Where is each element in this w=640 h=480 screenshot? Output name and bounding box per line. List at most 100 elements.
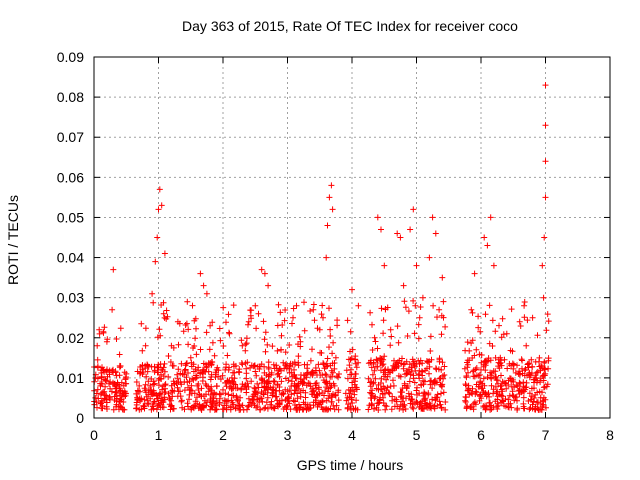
data-point (513, 382, 520, 389)
data-point (365, 375, 372, 382)
data-point (181, 387, 188, 394)
data-point (113, 336, 120, 342)
data-point (100, 388, 107, 395)
data-point (532, 391, 539, 398)
data-point (405, 390, 412, 397)
data-point (478, 395, 485, 402)
data-point (231, 375, 238, 382)
chart-title: Day 363 of 2015, Rate Of TEC Index for r… (182, 18, 518, 34)
data-point (344, 375, 351, 382)
data-point (499, 315, 506, 322)
data-point (253, 372, 260, 379)
data-point (537, 406, 544, 413)
data-point (375, 400, 382, 407)
data-point (414, 384, 420, 391)
data-point-roti (100, 366, 107, 373)
data-point (107, 385, 114, 392)
data-point (209, 339, 216, 346)
data-point-roti (410, 206, 417, 213)
data-point (440, 375, 447, 382)
data-point (480, 375, 487, 382)
data-point (480, 363, 487, 370)
data-point (540, 394, 547, 401)
data-point (469, 309, 476, 316)
y-tick-label: 0.03 (57, 290, 84, 306)
data-point-roti (490, 262, 497, 269)
data-point (470, 400, 477, 407)
data-point (211, 389, 218, 396)
data-point (102, 377, 109, 384)
data-point (441, 363, 448, 370)
data-point (496, 391, 503, 398)
data-point-roti (419, 294, 426, 301)
data-point (150, 299, 157, 306)
data-point (514, 406, 521, 413)
data-point (417, 304, 424, 310)
data-point (165, 353, 172, 359)
data-point (520, 394, 527, 401)
data-point (374, 345, 381, 352)
data-point (156, 390, 163, 397)
data-point-roti (332, 354, 339, 361)
data-point-roti (481, 234, 488, 241)
data-point (277, 309, 284, 316)
data-point (256, 366, 263, 372)
data-point (379, 391, 386, 398)
data-point (293, 302, 300, 309)
data-point (369, 347, 376, 353)
data-point (519, 365, 525, 372)
data-point (541, 358, 548, 365)
data-point (211, 352, 218, 359)
data-point (438, 366, 445, 373)
data-point (188, 382, 195, 389)
data-point (170, 378, 177, 385)
data-point (436, 398, 443, 405)
data-point (373, 356, 380, 363)
data-point (228, 397, 235, 404)
data-point (260, 318, 267, 325)
data-point (186, 378, 193, 385)
data-point (346, 362, 353, 369)
data-point-roti (407, 226, 414, 233)
data-point (269, 343, 276, 350)
data-point (203, 329, 210, 336)
data-point (185, 403, 191, 410)
data-point (427, 404, 434, 411)
data-point (516, 379, 523, 386)
data-point (137, 398, 144, 405)
data-point (320, 360, 327, 367)
data-point-roti (197, 270, 204, 277)
data-point (375, 407, 382, 413)
data-point (270, 361, 277, 368)
data-point (350, 388, 357, 395)
data-point (161, 368, 168, 375)
data-point-roti (471, 270, 478, 277)
data-point-roti (540, 294, 547, 301)
data-point (136, 388, 143, 395)
data-point (426, 363, 433, 370)
data-point (144, 361, 151, 368)
data-point (245, 403, 252, 410)
data-point (141, 405, 148, 412)
data-point (498, 382, 505, 389)
data-point (151, 363, 158, 370)
data-point (400, 406, 407, 413)
data-point (333, 402, 340, 409)
data-point (464, 339, 471, 346)
data-point-roti (278, 346, 284, 353)
data-point (416, 361, 423, 367)
data-point (489, 317, 496, 324)
data-point (386, 369, 392, 376)
data-point (422, 367, 429, 374)
data-point (290, 314, 296, 321)
data-point (403, 358, 410, 365)
data-point (203, 402, 210, 409)
data-point (242, 341, 249, 348)
data-point (331, 406, 338, 413)
data-point (514, 383, 521, 390)
data-point (298, 372, 304, 378)
data-point (230, 369, 236, 376)
data-point (437, 381, 444, 388)
data-point (421, 389, 428, 396)
